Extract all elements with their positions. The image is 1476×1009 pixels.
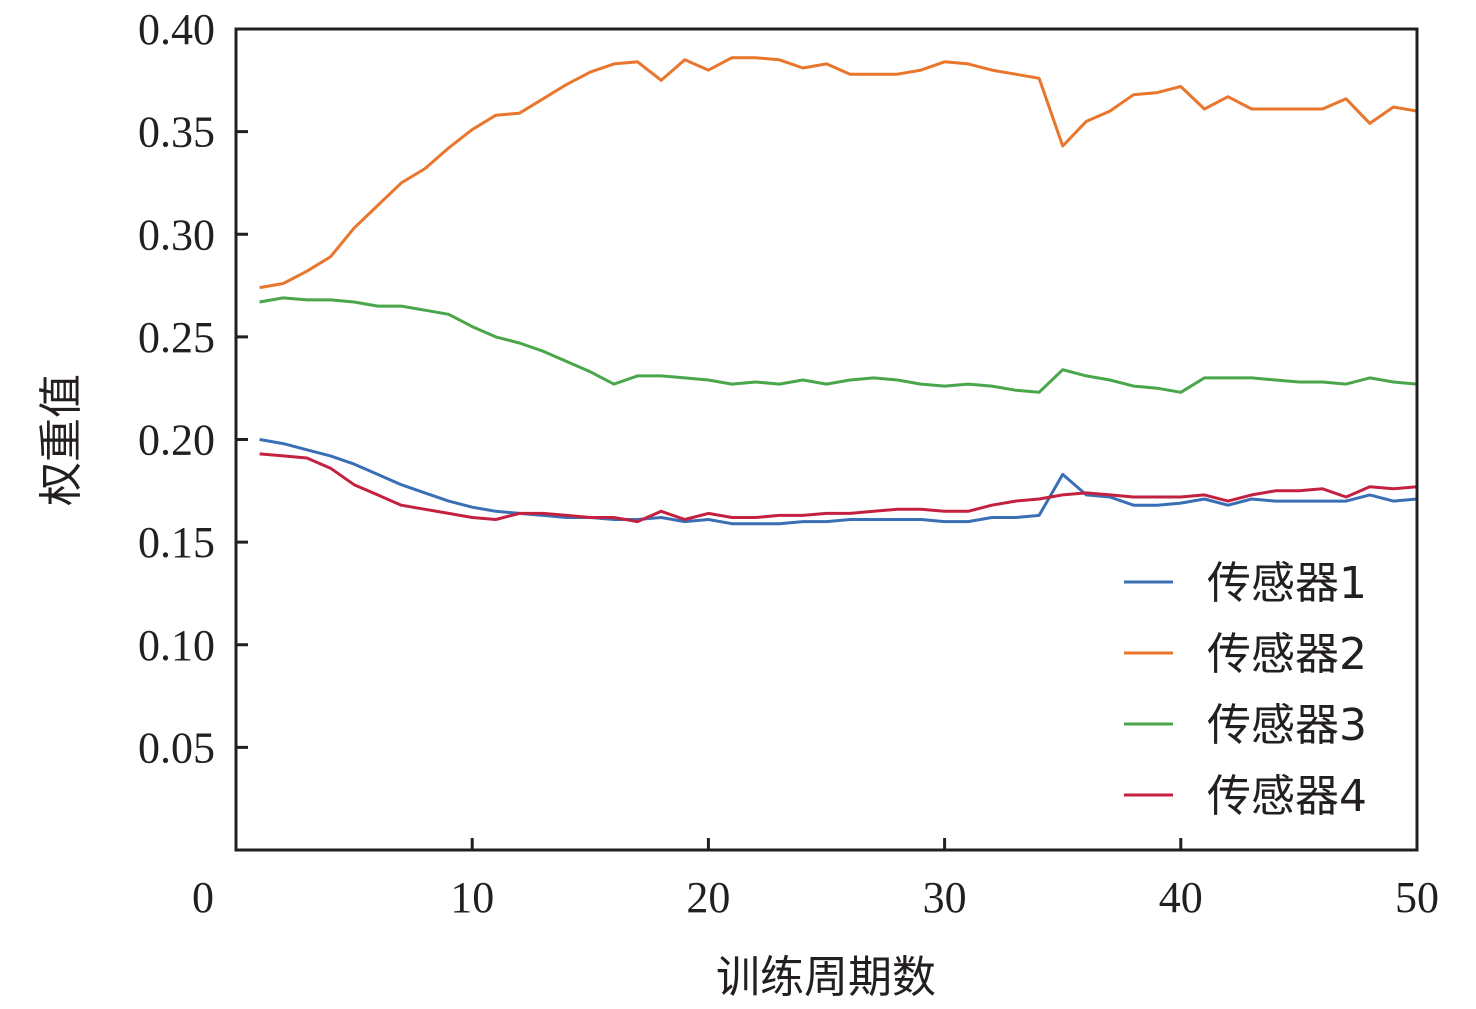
legend-item-3: 传感器3 <box>1124 700 1367 751</box>
x-tick-label: 50 <box>1395 873 1439 922</box>
legend-label: 传感器2 <box>1207 629 1367 680</box>
y-axis-label: 权重值 <box>36 374 87 506</box>
ticks-layer: 0.05 0.10 0.15 0.20 0.25 0.30 0.35 0.40 10 20 30 40… <box>138 5 1439 922</box>
x-axis-label: 训练周期数 <box>716 952 936 1003</box>
x-tick-label: 20 <box>686 873 730 922</box>
y-tick-label: 0.20 <box>138 416 215 465</box>
y-tick-label: 0.05 <box>138 723 215 772</box>
y-tick-label: 0.15 <box>138 518 215 567</box>
legend-item-2: 传感器2 <box>1124 629 1367 680</box>
series-line-1 <box>259 438 1418 526</box>
legend: 传感器1 传感器2 传感器3 传感器4 <box>1124 558 1367 822</box>
series-line-3 <box>259 296 1418 394</box>
y-tick-label: 0.40 <box>138 5 215 54</box>
x-tick-label: 10 <box>450 873 494 922</box>
y-tick-label: 0.25 <box>138 313 215 362</box>
y-tick-label: 0.35 <box>138 108 215 157</box>
legend-label: 传感器1 <box>1207 558 1367 609</box>
x-tick-label: 30 <box>923 873 967 922</box>
legend-item-1: 传感器1 <box>1124 558 1367 609</box>
x-tick-label: 40 <box>1159 873 1203 922</box>
legend-label: 传感器4 <box>1207 771 1367 822</box>
x-origin-label: 0 <box>192 873 214 922</box>
y-tick-label: 0.30 <box>138 210 215 259</box>
legend-item-4: 传感器4 <box>1124 771 1367 822</box>
series-line-4 <box>259 452 1418 524</box>
legend-label: 传感器3 <box>1207 700 1367 751</box>
y-tick-label: 0.10 <box>138 621 215 670</box>
series-layer <box>259 56 1418 526</box>
series-line-2 <box>259 56 1418 290</box>
